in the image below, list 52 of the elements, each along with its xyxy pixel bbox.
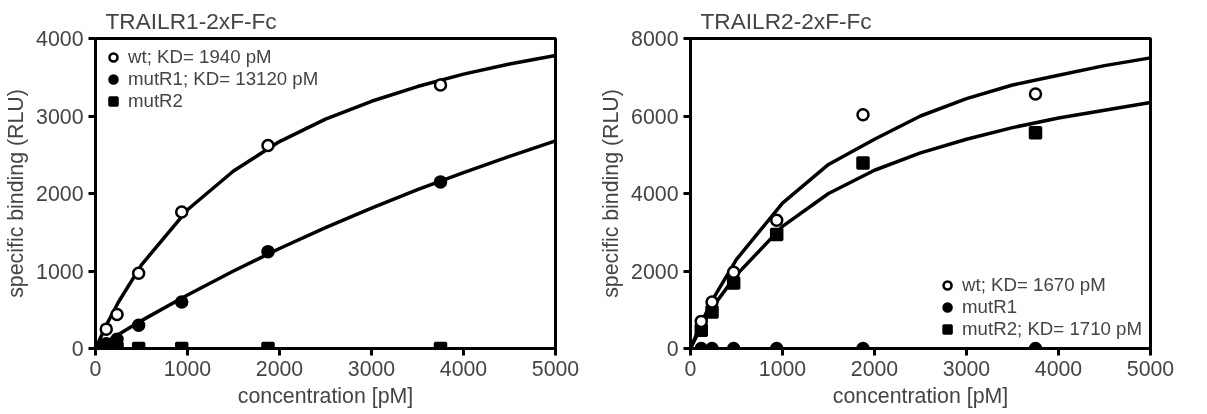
point (99, 322, 114, 336)
point (261, 138, 275, 153)
x-tick-label: 4000 (439, 356, 488, 381)
y-tick-label: 0 (666, 337, 679, 361)
y-tick-label: 2000 (631, 259, 679, 284)
x-tick-label: 0 (684, 356, 697, 381)
y-axis-title: specific binding (RLU) (599, 89, 624, 298)
x-tick-label: 2000 (850, 356, 899, 381)
legend-label: mutR1; KD= 13120 pM (128, 68, 319, 90)
y-tick-label: 6000 (631, 104, 679, 129)
chart-title: TRAILR2-2xF-Fc (700, 7, 872, 34)
point (856, 108, 870, 122)
point (769, 227, 784, 242)
legend-label: wt; KD= 1940 pM (128, 46, 272, 68)
point (261, 244, 275, 259)
y-tick-label: 2000 (36, 182, 84, 206)
point (1028, 125, 1043, 140)
y-axis-title: specific binding (RLU) (4, 89, 29, 298)
x-axis-title: concentration [pM] (832, 383, 1009, 408)
point (1028, 87, 1043, 101)
y-tick-label: 8000 (631, 27, 679, 51)
point (131, 318, 146, 332)
point (131, 266, 146, 281)
x-tick-label: 0 (89, 356, 102, 381)
x-tick-label: 3000 (942, 356, 991, 381)
point (726, 265, 741, 279)
x-tick-label: 2000 (255, 356, 304, 381)
x-tick-label: 3000 (347, 356, 396, 381)
y-tick-label: 4000 (631, 182, 679, 206)
chart-title: TRAILR1-2xF-Fc (105, 7, 277, 34)
point (433, 78, 448, 92)
y-tick-label: 0 (71, 337, 84, 361)
x-tick-label: 1000 (163, 356, 212, 381)
legend-label: mutR2; KD= 1710 pM (962, 318, 1142, 340)
point (769, 213, 784, 227)
x-tick-label: 4000 (1034, 356, 1083, 381)
point (174, 205, 189, 219)
legend-label: mutR2 (128, 90, 183, 112)
x-tick-label: 5000 (531, 356, 580, 381)
point (110, 307, 124, 322)
point (433, 175, 448, 189)
y-tick-label: 4000 (36, 27, 84, 51)
point (174, 295, 189, 309)
x-tick-label: 1000 (758, 356, 807, 381)
x-tick-label: 5000 (1126, 356, 1175, 381)
y-tick-label: 1000 (36, 259, 84, 284)
x-axis-title: concentration [pM] (237, 383, 414, 408)
point (705, 295, 719, 309)
legend-label: wt; KD= 1670 pM (962, 274, 1106, 296)
legend-label: mutR1 (962, 296, 1018, 318)
point (856, 156, 870, 170)
y-tick-label: 3000 (36, 104, 84, 129)
